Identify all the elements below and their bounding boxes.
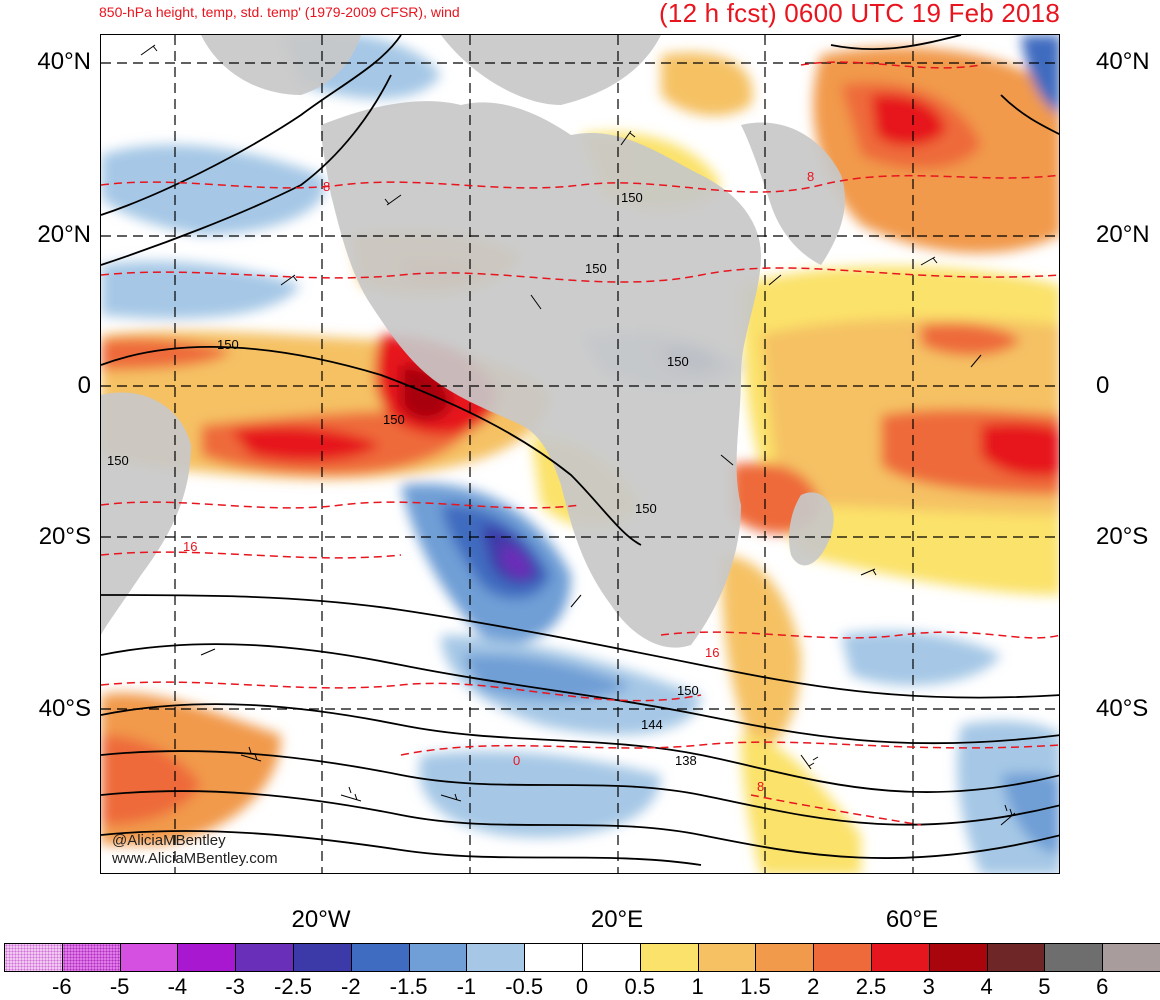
colorbar-cell: [1103, 944, 1160, 971]
colorbar-tick-label: -1.5: [389, 974, 428, 999]
wind-barbs: [140, 44, 1016, 826]
anomaly-colorbar: [4, 943, 1160, 972]
colorbar-tick-label: 6: [1096, 974, 1109, 999]
colorbar-tick-label: -4: [167, 974, 188, 999]
lat-label-40n-right: 40°N: [1096, 48, 1150, 75]
lat-label-40s-right: 40°S: [1096, 695, 1149, 722]
lon-label-20e: 20°E: [590, 906, 644, 933]
colorbar-cell: [1045, 944, 1104, 971]
height-label-6: 150: [667, 354, 689, 369]
colorbar-cell: [120, 944, 179, 971]
lat-label-40n-left: 40°N: [37, 48, 91, 75]
colorbar-cell: [467, 944, 526, 971]
land-masses: [101, 35, 845, 648]
credit-twitter: @AliciaMBentley: [112, 832, 226, 849]
lat-lon-grid: [101, 35, 1059, 873]
height-contour-labels: 150 150 150 150 150 150 150 150 144 138: [107, 190, 699, 768]
lat-label-20s-left: 20°S: [38, 523, 91, 550]
lat-label-20n-right: 20°N: [1096, 221, 1150, 248]
colorbar-cell: [293, 944, 352, 971]
height-label-7: 150: [635, 501, 657, 516]
colorbar-cell: [5, 944, 63, 971]
height-label-10: 138: [675, 753, 697, 768]
height-label-3: 150: [107, 453, 129, 468]
colorbar-tick-label: 1.5: [740, 974, 771, 999]
temp-label-4: 16: [705, 645, 719, 660]
lon-label-60e: 60°E: [885, 906, 939, 933]
lat-label-eq-left: 0: [77, 372, 91, 399]
colorbar-cell: [756, 944, 815, 971]
colorbar-tick-label: 4: [980, 974, 993, 999]
colorbar-cell: [178, 944, 237, 971]
colorbar-tick-label: -6: [52, 974, 72, 999]
colorbar-tick-label: -0.5: [505, 974, 544, 999]
colorbar-cell: [525, 944, 583, 971]
lat-label-40s-left: 40°S: [38, 695, 91, 722]
colorbar-tick-label: -2.5: [274, 974, 312, 999]
colorbar-cell: [987, 944, 1046, 971]
colorbar-tick-label: 0: [575, 974, 589, 999]
colorbar-cell: [351, 944, 410, 971]
colorbar-cell: [929, 944, 988, 971]
colorbar-cell: [236, 944, 294, 971]
temp-label-5: 0: [513, 753, 520, 768]
credit-website: www.AliciaMBentley.com: [112, 850, 278, 867]
colorbar-cell: [62, 944, 121, 971]
forecast-time-title: (12 h fcst) 0600 UTC 19 Feb 2018: [659, 0, 1060, 28]
map-subtitle: 850-hPa height, temp, std. temp' (1979-2…: [99, 4, 460, 20]
colorbar-tick-label: 0.5: [624, 974, 656, 999]
height-label-4: 150: [621, 190, 643, 205]
height-label-9: 144: [641, 717, 663, 732]
colorbar-cell: [814, 944, 872, 971]
height-label-5: 150: [585, 261, 607, 276]
temperature-contour-labels: 8 8 16 16 0 8: [183, 169, 814, 794]
colorbar-tick-label: -1: [456, 974, 477, 999]
lon-label-20w: 20°W: [291, 906, 351, 933]
temp-label-3: 16: [183, 539, 197, 554]
colorbar-tick-label: 1: [691, 974, 704, 999]
weather-map-canvas: 150 150 150 150 150 150 150 150 144 138 …: [101, 35, 1059, 873]
height-label-1: 150: [217, 337, 239, 352]
temperature-contours: [101, 61, 1059, 826]
colorbar-tick-label: 2.5: [855, 974, 887, 999]
lat-label-eq-right: 0: [1096, 372, 1110, 399]
colorbar-tick-label: -3: [225, 974, 245, 999]
colorbar-tick-label: -2: [341, 974, 361, 999]
colorbar-tick-label: 5: [1038, 974, 1051, 999]
colorbar-cell: [409, 944, 468, 971]
lat-label-20n-left: 20°N: [37, 221, 91, 248]
temp-label-1: 8: [323, 179, 330, 194]
weather-map: 150 150 150 150 150 150 150 150 144 138 …: [100, 34, 1060, 874]
colorbar-cell: [698, 944, 757, 971]
colorbar-cell: [582, 944, 641, 971]
height-label-8: 150: [677, 683, 699, 698]
height-label-2: 150: [383, 412, 405, 427]
height-contours: [101, 35, 1059, 866]
temp-label-2: 8: [807, 169, 814, 184]
colorbar-tick-label: 3: [922, 974, 935, 999]
colorbar-tick-label: -5: [109, 974, 130, 999]
colorbar-tick-label: 2: [807, 974, 820, 999]
colorbar-cell: [640, 944, 699, 971]
lat-label-20s-right: 20°S: [1096, 523, 1149, 550]
colorbar-cell: [871, 944, 930, 971]
temp-label-6: 8: [757, 779, 764, 794]
